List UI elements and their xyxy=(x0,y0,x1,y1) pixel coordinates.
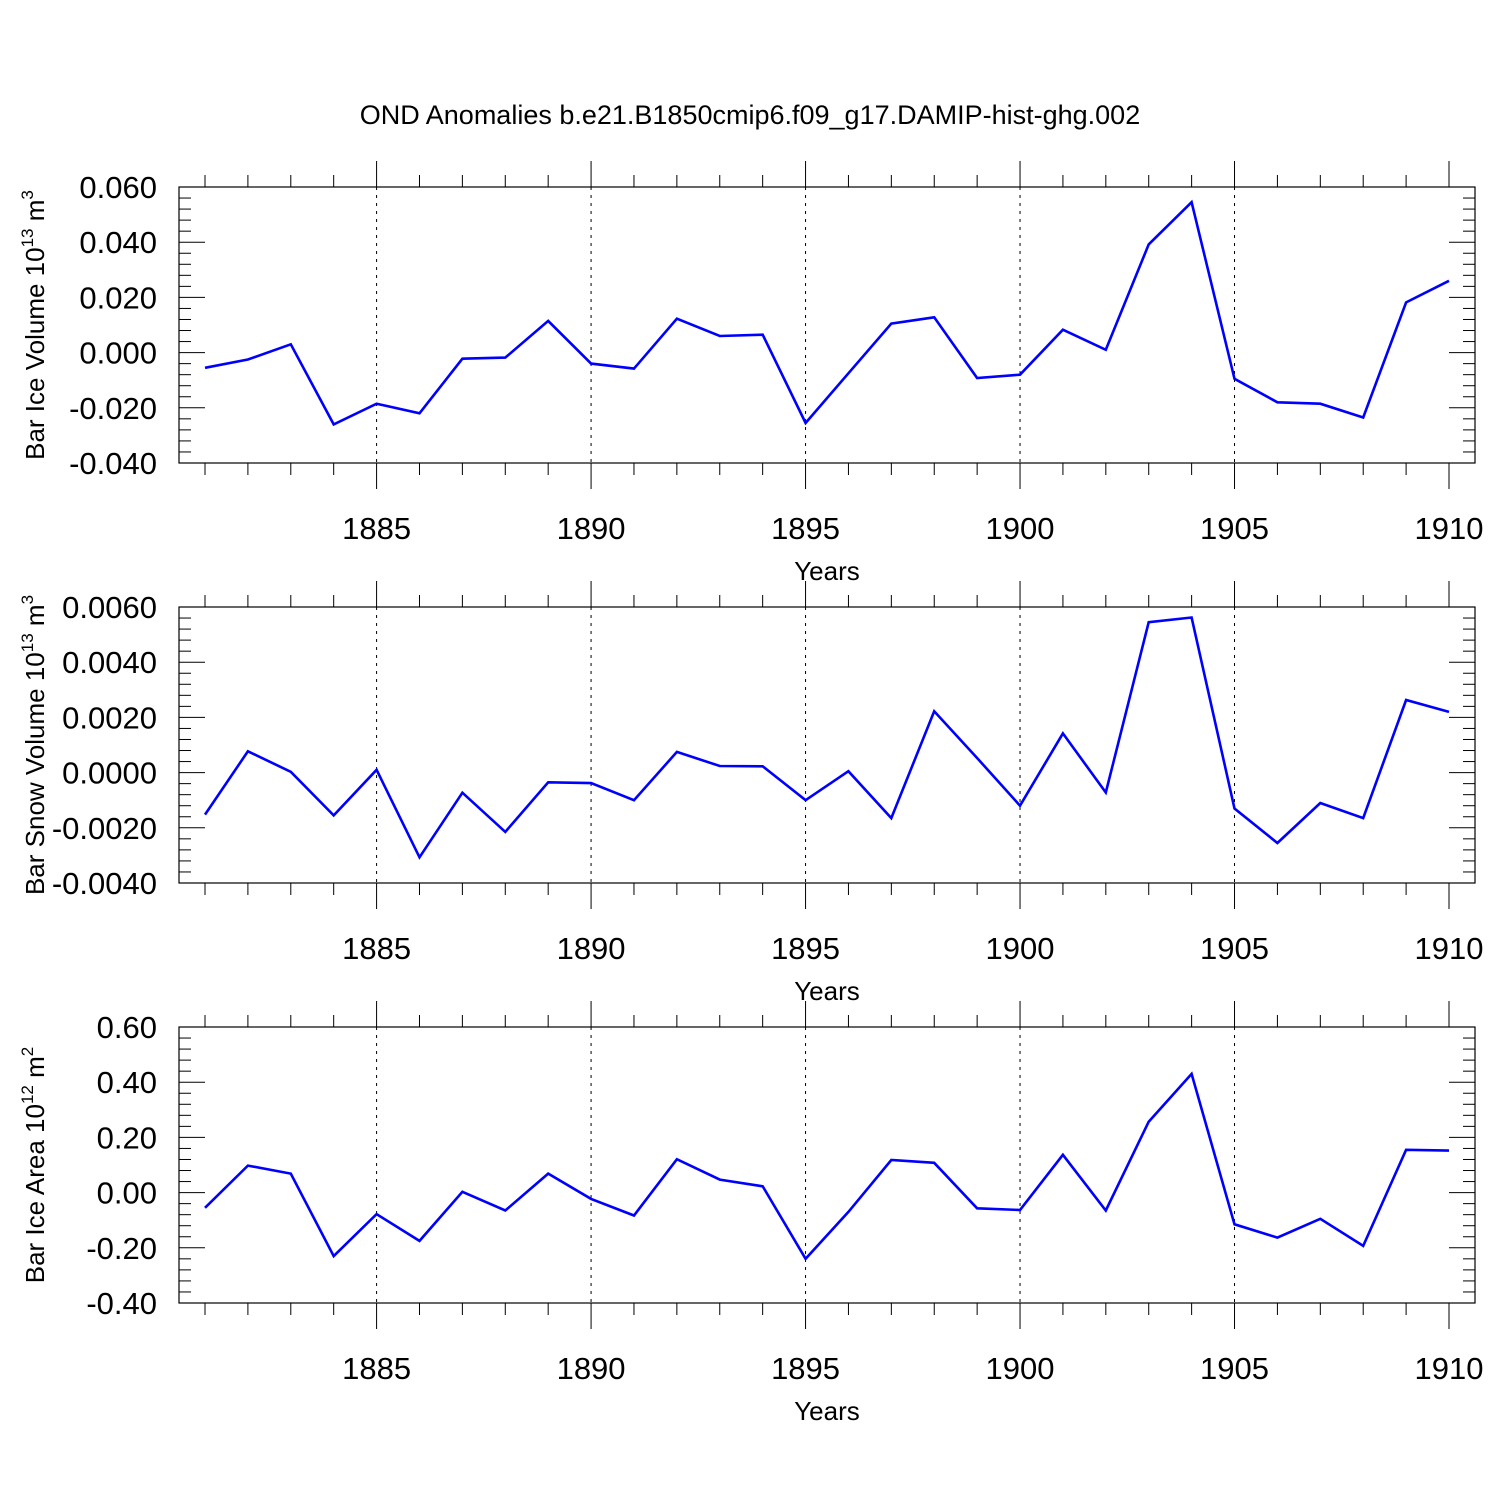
x-tick-label: 1905 xyxy=(1200,931,1269,966)
x-axis-label: Years xyxy=(794,556,860,586)
series-line xyxy=(204,199,1450,427)
y-tick-label: 0.0040 xyxy=(62,645,157,680)
panel-1: -0.040 -0.020 0.000 0.020 0.040 0.060 1885 1890… xyxy=(18,161,1483,586)
y-tick-label: -0.20 xyxy=(86,1231,157,1266)
x-tick-label: 1885 xyxy=(342,1351,411,1386)
y-tick-label: 0.40 xyxy=(97,1065,157,1100)
x-tick-label: 1905 xyxy=(1200,511,1269,546)
y-tick-label: -0.0040 xyxy=(52,866,157,901)
x-tick-label: 1900 xyxy=(986,511,1055,546)
chart-title: OND Anomalies b.e21.B1850cmip6.f09_g17.D… xyxy=(360,100,1140,130)
panel-3: -0.40 -0.20 0.00 0.20 0.40 0.60 1885 1890 1895 19… xyxy=(18,1001,1483,1426)
y-tick-label: 0.0020 xyxy=(62,700,157,735)
x-tick-label: 1890 xyxy=(557,931,626,966)
x-tick-label: 1885 xyxy=(342,931,411,966)
plot-frame xyxy=(178,186,1476,464)
x-axis-label: Years xyxy=(794,976,860,1006)
panel-2: -0.0040 -0.0020 0.0000 0.0020 0.0040 0.0060 18… xyxy=(18,581,1483,1006)
x-tick-label: 1910 xyxy=(1415,1351,1484,1386)
y-tick-label: 0.00 xyxy=(97,1176,157,1211)
y-axis-label: Bar Ice Volume 1013 m3 xyxy=(18,190,50,460)
y-tick-label: 0.000 xyxy=(79,336,157,371)
x-tick-label: 1890 xyxy=(557,1351,626,1386)
chart-panels: -0.040 -0.020 0.000 0.020 0.040 0.060 1885 1890… xyxy=(18,161,1483,1426)
y-tick-label: 0.0000 xyxy=(62,756,157,791)
x-tick-label: 1910 xyxy=(1415,511,1484,546)
x-tick-label: 1895 xyxy=(771,931,840,966)
y-tick-label: 0.060 xyxy=(79,170,157,205)
x-tick-label: 1895 xyxy=(771,1351,840,1386)
x-tick-label: 1900 xyxy=(986,1351,1055,1386)
series-line xyxy=(203,616,1450,860)
y-tick-label: -0.0020 xyxy=(52,811,157,846)
x-tick-label: 1905 xyxy=(1200,1351,1269,1386)
y-axis-label: Bar Ice Area 1012 m2 xyxy=(18,1047,50,1284)
plot-frame xyxy=(178,1026,1476,1304)
series-line xyxy=(204,1071,1450,1261)
y-tick-label: 0.020 xyxy=(79,280,157,315)
y-tick-label: 0.20 xyxy=(97,1120,157,1155)
x-tick-label: 1890 xyxy=(557,511,626,546)
y-tick-label: -0.040 xyxy=(69,446,157,481)
y-axis-label: Bar Snow Volume 1013 m3 xyxy=(18,595,50,895)
plot-frame xyxy=(178,606,1476,884)
x-tick-label: 1900 xyxy=(986,931,1055,966)
x-tick-label: 1910 xyxy=(1415,931,1484,966)
y-tick-label: 0.040 xyxy=(79,225,157,260)
y-tick-label: -0.40 xyxy=(86,1286,157,1321)
x-axis-label: Years xyxy=(794,1396,860,1426)
y-tick-label: 0.60 xyxy=(97,1010,157,1045)
y-tick-label: -0.020 xyxy=(69,391,157,426)
x-tick-label: 1895 xyxy=(771,511,840,546)
y-tick-label: 0.0060 xyxy=(62,590,157,625)
x-tick-label: 1885 xyxy=(342,511,411,546)
